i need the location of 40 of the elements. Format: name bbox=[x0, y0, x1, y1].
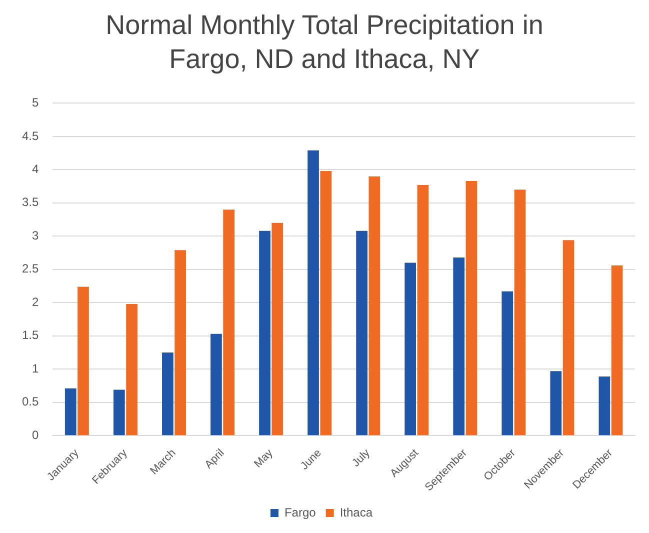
y-tick-label: 1 bbox=[32, 361, 39, 376]
bar bbox=[210, 334, 222, 436]
bar bbox=[126, 304, 138, 436]
bar bbox=[466, 180, 478, 436]
bar bbox=[259, 230, 270, 436]
bar bbox=[113, 390, 125, 436]
bar bbox=[272, 222, 284, 436]
bar bbox=[64, 388, 76, 436]
bar bbox=[78, 286, 89, 436]
bar bbox=[453, 257, 465, 436]
bar bbox=[598, 376, 610, 436]
y-tick-label: 2 bbox=[32, 294, 39, 309]
legend-label: Ithaca bbox=[340, 505, 373, 520]
bar bbox=[356, 230, 368, 436]
bar bbox=[174, 250, 186, 436]
x-tick-label: July bbox=[350, 446, 373, 470]
x-tick-label: May bbox=[252, 446, 276, 470]
bar bbox=[162, 352, 174, 436]
bar bbox=[502, 291, 514, 436]
bar bbox=[404, 262, 416, 436]
y-tick-label: 3 bbox=[32, 228, 39, 242]
bar bbox=[308, 150, 319, 436]
chart-title: Normal Monthly Total Precipitation in Fargo, ND and Ithaca, NY bbox=[104, 9, 544, 76]
y-tick-label: 4 bbox=[32, 162, 39, 176]
legend-label: Fargo bbox=[284, 505, 316, 520]
bar bbox=[562, 240, 574, 436]
y-tick-label: 4.5 bbox=[22, 128, 39, 143]
bar bbox=[368, 176, 380, 436]
bar bbox=[320, 171, 332, 436]
y-tick-label: 3.5 bbox=[22, 195, 39, 210]
bar bbox=[514, 190, 526, 436]
y-tick-label: 0.5 bbox=[22, 394, 39, 409]
bar bbox=[223, 210, 235, 436]
bar bbox=[611, 265, 623, 436]
y-tick-label: 1.5 bbox=[22, 328, 39, 342]
y-tick-label: 2.5 bbox=[22, 262, 39, 276]
y-tick-label: 0 bbox=[32, 428, 39, 442]
bar bbox=[417, 184, 429, 436]
y-tick-label: 5 bbox=[32, 96, 39, 110]
bar bbox=[550, 371, 562, 436]
